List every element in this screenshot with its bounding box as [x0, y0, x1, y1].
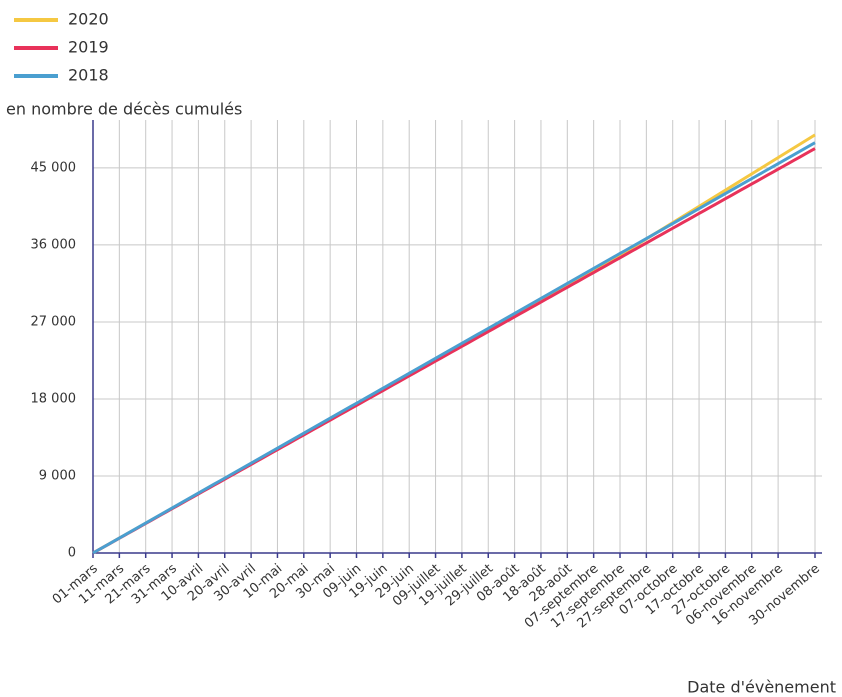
y-tick-label: 18 000	[31, 391, 77, 406]
series-line	[92, 141, 816, 555]
y-tick-label: 36 000	[31, 237, 77, 252]
y-tick-label: 27 000	[31, 314, 77, 329]
y-tick-label: 0	[68, 546, 76, 561]
y-axis-title: en nombre de décès cumulés	[6, 100, 242, 119]
legend-label: 2020	[68, 10, 109, 29]
legend-label: 2018	[68, 66, 109, 85]
x-axis-title: Date d'évènement	[687, 678, 836, 697]
legend-label: 2019	[68, 38, 109, 57]
y-tick-label: 45 000	[31, 160, 77, 175]
y-tick-label: 9 000	[39, 468, 76, 483]
